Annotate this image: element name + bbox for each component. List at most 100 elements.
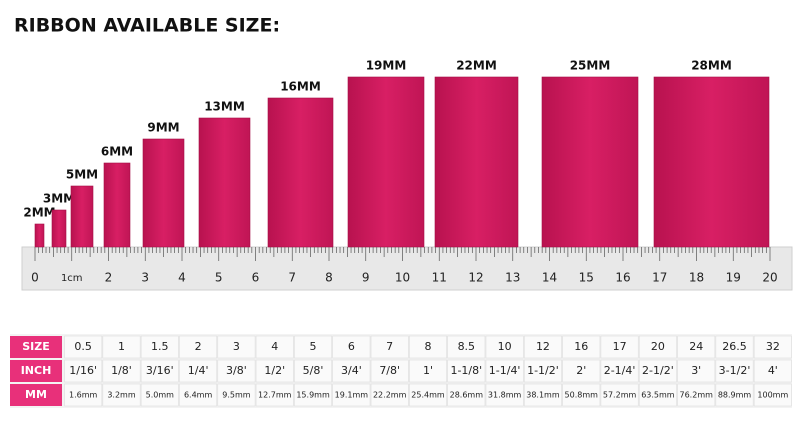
ruler-label: 2 — [105, 271, 113, 285]
ruler-label: 18 — [689, 271, 704, 285]
table-cell — [409, 359, 447, 383]
table-cell — [638, 359, 677, 383]
table-cell-text: 3/8' — [226, 364, 247, 377]
table-cell — [217, 359, 256, 383]
table-cell — [715, 383, 754, 407]
table-cell — [255, 335, 294, 359]
table-cell-text: 3' — [691, 364, 701, 377]
table-cell-text: 100mm — [757, 391, 788, 400]
table-cell — [370, 359, 409, 383]
table-cell — [600, 383, 639, 407]
ribbon — [653, 76, 770, 248]
table-cell-text: 1-1/4' — [489, 364, 521, 377]
ruler-label: 3 — [141, 271, 149, 285]
table-cell — [102, 335, 141, 359]
table-cell — [102, 383, 141, 407]
table-cell-text: 6.4mm — [184, 391, 213, 400]
table-cell — [715, 335, 754, 359]
ruler-label: 1cm — [61, 273, 83, 284]
table-cell-text: 1-1/8' — [450, 364, 482, 377]
table-cell — [409, 335, 447, 359]
table-cell — [753, 383, 792, 407]
table-cell-text: 1-1/2' — [527, 364, 559, 377]
ribbon-label: 9MM — [147, 121, 179, 135]
ruler-label: 20 — [762, 271, 777, 285]
table-cell — [179, 359, 218, 383]
table-cell — [370, 335, 409, 359]
ruler-label: 4 — [178, 271, 186, 285]
ruler-label: 12 — [468, 271, 483, 285]
ruler-label: 8 — [325, 271, 333, 285]
table-cell — [562, 335, 601, 359]
table-cell-text: 6 — [348, 340, 355, 353]
table-cell — [600, 359, 639, 383]
table-cell-text: 63.5mm — [641, 391, 675, 400]
ruler-label: 13 — [505, 271, 520, 285]
table-cell — [294, 359, 333, 383]
table-cell-text: 5.0mm — [146, 391, 175, 400]
table-cell-text: 1/16' — [69, 364, 97, 377]
ribbon — [142, 138, 185, 248]
ribbon — [434, 76, 519, 248]
table-cell — [64, 383, 103, 407]
ribbon — [103, 162, 131, 248]
table-cell-text: 31.8mm — [488, 391, 522, 400]
table-cell-text: 12 — [536, 340, 550, 353]
ribbon — [51, 209, 67, 248]
table-cell — [753, 359, 792, 383]
table-cell-text: 19.1mm — [335, 391, 369, 400]
table-cell-text: 1/8' — [111, 364, 132, 377]
table-cell-text: 25.4mm — [411, 391, 445, 400]
table-cell — [102, 359, 141, 383]
table-cell-text: 4 — [271, 340, 278, 353]
table-cell-text: 1' — [423, 364, 433, 377]
table-cell — [562, 359, 601, 383]
table-cell-text: 38.1mm — [526, 391, 560, 400]
table-cell-text: 1 — [118, 340, 125, 353]
ribbon — [34, 223, 45, 248]
table-cell — [140, 359, 179, 383]
table-cell-text: 3 — [233, 340, 240, 353]
table-cell-text: 8 — [425, 340, 432, 353]
ribbon-label: 2MM — [23, 206, 55, 220]
table-cell-text: 28.6mm — [450, 391, 484, 400]
ribbon-label: 28MM — [691, 59, 732, 73]
table-cell — [638, 383, 677, 407]
ruler-label: 11 — [432, 271, 447, 285]
table-cell-text: 12.7mm — [258, 391, 292, 400]
table-cell-text: 2-1/2' — [642, 364, 674, 377]
table-cell — [523, 335, 562, 359]
table-cell-text: 3.2mm — [107, 391, 136, 400]
ribbon — [267, 97, 334, 248]
table-cell — [217, 383, 256, 407]
table-cell — [332, 335, 371, 359]
ruler-label: 5 — [215, 271, 223, 285]
table-header-cell — [10, 384, 62, 406]
table-cell — [332, 359, 371, 383]
table-cell-text: 24 — [689, 340, 703, 353]
ruler-label: 9 — [362, 271, 370, 285]
table-cell-text: 0.5 — [74, 340, 92, 353]
table-cell-text: 32 — [766, 340, 780, 353]
ruler-label: 10 — [395, 271, 410, 285]
table-cell-text: 3/16' — [146, 364, 174, 377]
ribbon-label: 22MM — [456, 59, 497, 73]
ribbon — [70, 185, 94, 248]
table-cell-text: 1.5 — [151, 340, 169, 353]
ruler-label: 19 — [726, 271, 741, 285]
table-cell-text: 9.5mm — [222, 391, 251, 400]
table-cell-text: 2' — [576, 364, 586, 377]
ruler — [21, 246, 793, 291]
table-cell — [217, 335, 256, 359]
ribbon-label: 6MM — [101, 145, 133, 159]
table-cell — [523, 359, 562, 383]
table-cell — [485, 383, 524, 407]
table-cell-text: 76.2mm — [680, 391, 714, 400]
table-cell-text: 57.2mm — [603, 391, 637, 400]
table-cell — [179, 383, 218, 407]
table-cell-text: 5/8' — [303, 364, 324, 377]
table-cell — [409, 383, 447, 407]
ribbon — [541, 76, 639, 248]
table-cell — [677, 383, 716, 407]
